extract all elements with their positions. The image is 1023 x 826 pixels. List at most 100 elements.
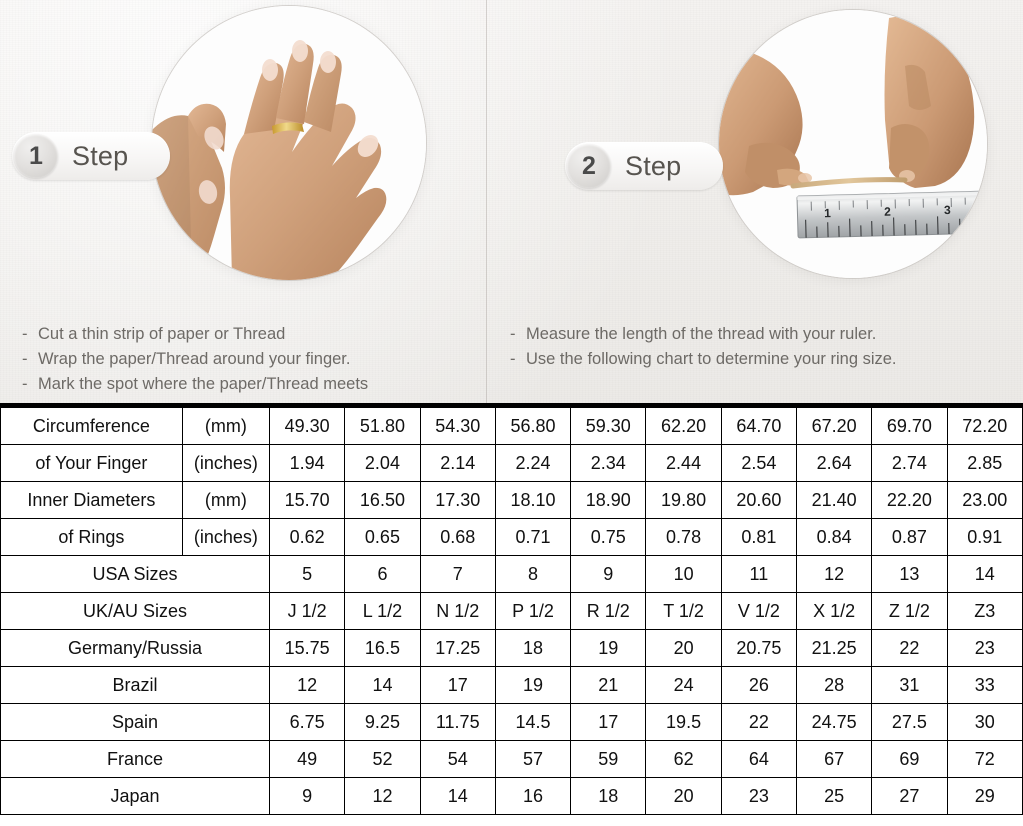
step-2-photo: 1 2 3 (719, 10, 987, 278)
step-1-panel: 1 Step - Cut a thin strip of paper or Thr… (0, 0, 486, 403)
table-cell: 56.80 (494, 407, 572, 445)
instruction-text: Wrap the paper/Thread around your finger… (38, 350, 351, 368)
table-cell: X 1/2 (795, 592, 873, 630)
table-row: of Your Finger (inches) 1.94 2.04 2.14 2.24 2.… (0, 444, 1023, 482)
table-cell: 5 (269, 555, 346, 593)
instruction-line: - Use the following chart to determine yo… (510, 347, 897, 372)
table-cell: 28 (795, 666, 873, 704)
instruction-text: Mark the spot where the paper/Thread mee… (38, 375, 369, 393)
table-cell: 22 (871, 629, 948, 667)
table-cell: 19.80 (645, 481, 722, 519)
table-cell: 0.84 (795, 518, 873, 556)
table-cell: 2.14 (419, 444, 496, 482)
table-cell: 62 (645, 740, 722, 778)
table-cell: 21 (570, 666, 647, 704)
table-cell: 18 (570, 777, 647, 815)
table-row: Japan 9 12 14 16 18 20 23 25 27 29 (0, 777, 1023, 815)
table-cell: 6.75 (269, 703, 346, 741)
table-cell: 59 (570, 740, 647, 778)
table-cell: 52 (344, 740, 421, 778)
instruction-line: - Wrap the paper/Thread around your finge… (22, 347, 368, 372)
row-unit: (inches) (181, 444, 271, 482)
table-cell: 14 (344, 666, 421, 704)
svg-text:2: 2 (884, 205, 891, 219)
table-cell: 9 (269, 777, 346, 815)
table-cell: 18.90 (570, 481, 647, 519)
row-label: Japan (0, 777, 271, 815)
table-cell: 62.20 (645, 407, 722, 445)
table-cell: 23 (946, 629, 1023, 667)
table-cell: 67.20 (795, 407, 873, 445)
table-cell: 33 (946, 666, 1023, 704)
table-cell: 0.71 (494, 518, 572, 556)
table-cell: 7 (419, 555, 496, 593)
instruction-text: Use the following chart to determine you… (526, 350, 897, 368)
bullet-dash-icon: - (22, 350, 28, 368)
table-cell: 24 (645, 666, 722, 704)
table-cell: 0.87 (871, 518, 948, 556)
table-row: Germany/Russia 15.75 16.5 17.25 18 19 20 20.75 2… (0, 629, 1023, 667)
table-cell: 1.94 (269, 444, 346, 482)
table-row: Inner Diameters (mm) 15.70 16.50 17.30 18.10 1… (0, 481, 1023, 519)
table-cell: 0.65 (344, 518, 421, 556)
table-cell: 30 (946, 703, 1023, 741)
table-cell: 2.64 (795, 444, 873, 482)
table-cell: 57 (494, 740, 572, 778)
row-unit: (mm) (181, 407, 271, 445)
step-2-number: 2 (567, 144, 611, 188)
table-cell: 19.5 (645, 703, 722, 741)
table-cell: 19 (570, 629, 647, 667)
table-cell: 14 (946, 555, 1023, 593)
step-2-instructions: - Measure the length of the thread with y… (510, 322, 897, 372)
step-2-badge: 2 Step (565, 142, 724, 190)
row-label: France (0, 740, 271, 778)
table-cell: 69 (871, 740, 948, 778)
table-cell: 49 (269, 740, 346, 778)
table-cell: 16.5 (344, 629, 421, 667)
row-label: of Rings (0, 518, 183, 556)
table-cell: 17.30 (419, 481, 496, 519)
table-cell: 13 (871, 555, 948, 593)
table-cell: J 1/2 (269, 592, 346, 630)
bullet-dash-icon: - (510, 325, 516, 343)
table-cell: 21.40 (795, 481, 873, 519)
table-cell: 51.80 (344, 407, 421, 445)
table-row: Circumference (mm) 49.30 51.80 54.30 56.80 59.… (0, 407, 1023, 445)
table-cell: 2.54 (720, 444, 798, 482)
table-cell: 0.78 (645, 518, 722, 556)
step-2-panel: 1 2 3 2 Step - Measure the length of the … (487, 0, 1023, 403)
hands-with-ruler-illustration: 1 2 3 (719, 10, 987, 278)
table-cell: 64.70 (720, 407, 798, 445)
svg-text:1: 1 (824, 206, 831, 220)
step-2-label: Step (625, 150, 682, 181)
table-cell: 8 (494, 555, 572, 593)
table-cell: 0.91 (946, 518, 1023, 556)
table-cell: 17.25 (419, 629, 496, 667)
table-cell: 6 (344, 555, 421, 593)
table-row: Spain 6.75 9.25 11.75 14.5 17 19.5 22 24.75 27.5 3… (0, 703, 1023, 741)
table-cell: 72.20 (946, 407, 1023, 445)
row-label: Brazil (0, 666, 271, 704)
row-label: Inner Diameters (0, 481, 183, 519)
panel-divider (486, 0, 487, 403)
table-cell: 9 (570, 555, 647, 593)
table-cell: 26 (720, 666, 798, 704)
step-1-number: 1 (14, 134, 58, 178)
table-cell: 16.50 (344, 481, 421, 519)
row-label: Germany/Russia (0, 629, 271, 667)
svg-text:3: 3 (944, 203, 951, 217)
table-cell: 54 (419, 740, 496, 778)
row-unit: (inches) (181, 518, 271, 556)
table-cell: 54.30 (419, 407, 496, 445)
table-cell: L 1/2 (344, 592, 421, 630)
table-cell: 31 (871, 666, 948, 704)
table-cell: 17 (419, 666, 496, 704)
table-cell: V 1/2 (720, 592, 798, 630)
table-cell: 24.75 (795, 703, 873, 741)
table-cell: 20 (645, 629, 722, 667)
table-cell: 10 (645, 555, 722, 593)
table-cell: R 1/2 (570, 592, 647, 630)
row-label: Circumference (0, 407, 183, 445)
instruction-line: - Measure the length of the thread with y… (510, 322, 897, 347)
table-cell: 49.30 (269, 407, 346, 445)
